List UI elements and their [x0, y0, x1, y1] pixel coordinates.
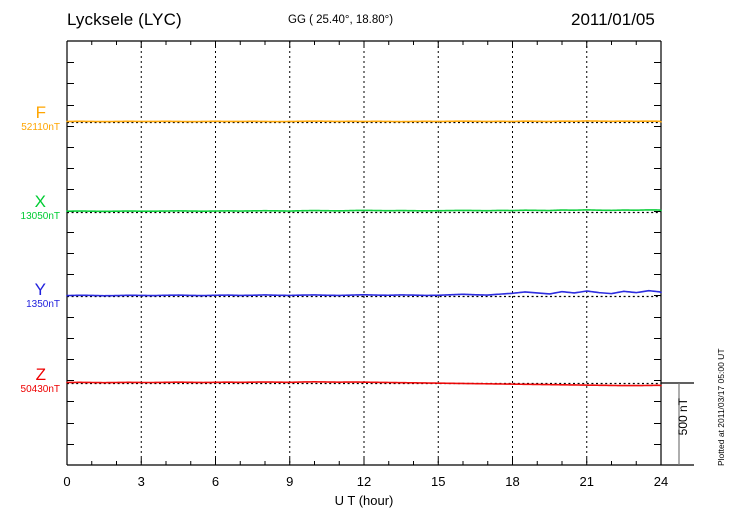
x-tick-label-6: 6 — [211, 474, 220, 489]
trace-y — [66, 289, 662, 297]
component-traces — [66, 120, 662, 387]
component-letter-f: F — [35, 103, 46, 122]
component-label-z: Z 50430nT — [0, 366, 62, 396]
component-baseline-y: 1350nT — [26, 299, 60, 310]
trace-f — [66, 120, 662, 123]
x-tick-label-18: 18 — [505, 474, 520, 489]
x-tick-label-24: 24 — [653, 474, 669, 489]
component-letter-y: Y — [34, 280, 46, 299]
x-tick-label-3: 3 — [137, 474, 145, 489]
component-letter-z: Z — [35, 365, 46, 384]
scale-bar — [661, 382, 694, 466]
component-letter-x: X — [34, 192, 46, 211]
component-baseline-z: 50430nT — [20, 384, 60, 395]
trace-x — [66, 209, 662, 213]
observation-date: 2011/01/05 — [571, 10, 655, 29]
x-tick-label-0: 0 — [63, 474, 71, 489]
vertical-gridlines — [140, 41, 588, 465]
component-baseline-f: 52110nT — [21, 122, 60, 133]
x-tick-label-12: 12 — [356, 474, 372, 489]
y-axis-ticks — [67, 62, 661, 445]
station-title: Lycksele (LYC) — [67, 10, 182, 29]
x-axis-ticks — [66, 41, 662, 465]
plotted-timestamp: Plotted at 2011/03/17 05:00 UT — [716, 348, 726, 466]
x-tick-label-15: 15 — [431, 474, 446, 489]
x-tick-label-9: 9 — [286, 474, 294, 489]
component-baseline-x: 13050nT — [20, 211, 60, 222]
trace-z — [66, 381, 662, 387]
geographic-coordinates: GG ( 25.40°, 18.80°) — [288, 14, 394, 26]
scale-bar-label: 500 nT — [676, 398, 690, 436]
x-tick-label-21: 21 — [579, 474, 594, 489]
component-label-x: X 13050nT — [0, 193, 62, 223]
component-label-y: Y 1350nT — [0, 281, 62, 311]
component-label-f: F 52110nT — [0, 104, 62, 134]
x-axis-title: U T (hour) — [334, 493, 394, 508]
